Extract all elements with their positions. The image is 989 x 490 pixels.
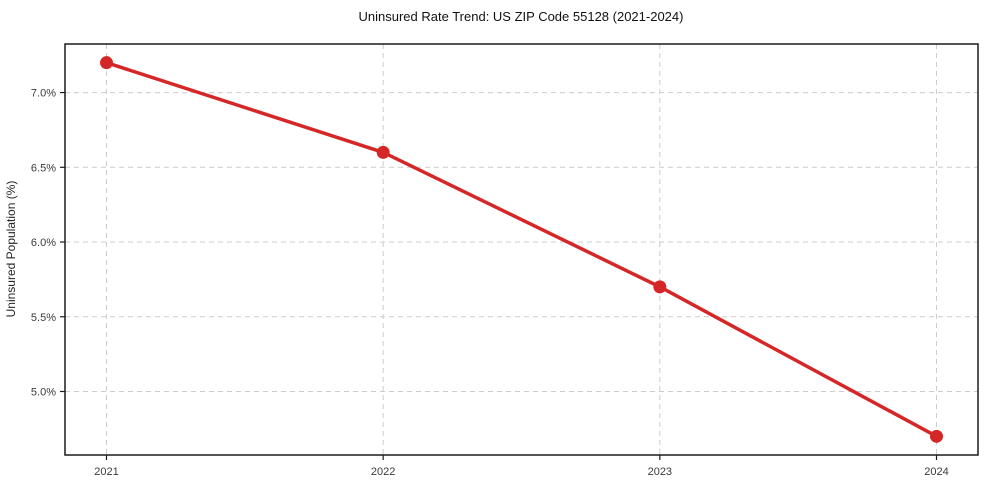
y-tick-label: 6.0% <box>31 237 56 249</box>
y-tick-label: 5.5% <box>31 312 56 324</box>
data-point <box>653 280 667 294</box>
y-tick-label: 7.0% <box>31 88 56 100</box>
chart-title: Uninsured Rate Trend: US ZIP Code 55128 … <box>359 9 684 24</box>
trend-line <box>105 61 938 438</box>
y-tick-label: 5.0% <box>31 386 56 398</box>
x-tick-label: 2022 <box>371 466 395 478</box>
x-tick-label: 2021 <box>94 466 118 478</box>
y-tick-label: 6.5% <box>31 162 56 174</box>
data-series-layer <box>100 56 943 443</box>
gridlines-layer <box>65 44 978 455</box>
data-point <box>930 429 943 443</box>
plot-border <box>64 43 979 456</box>
axis-ticks-layer <box>60 91 938 460</box>
x-tick-label: 2023 <box>648 466 672 478</box>
x-tick-label: 2024 <box>924 466 948 478</box>
tick-labels-layer: 2021 2022 2023 2024 5.0% 5.5% 6.0% 6.5% 7.0% <box>31 88 949 478</box>
data-point <box>376 145 390 159</box>
data-point <box>100 56 113 70</box>
y-axis-label: Uninsured Population (%) <box>4 181 18 318</box>
